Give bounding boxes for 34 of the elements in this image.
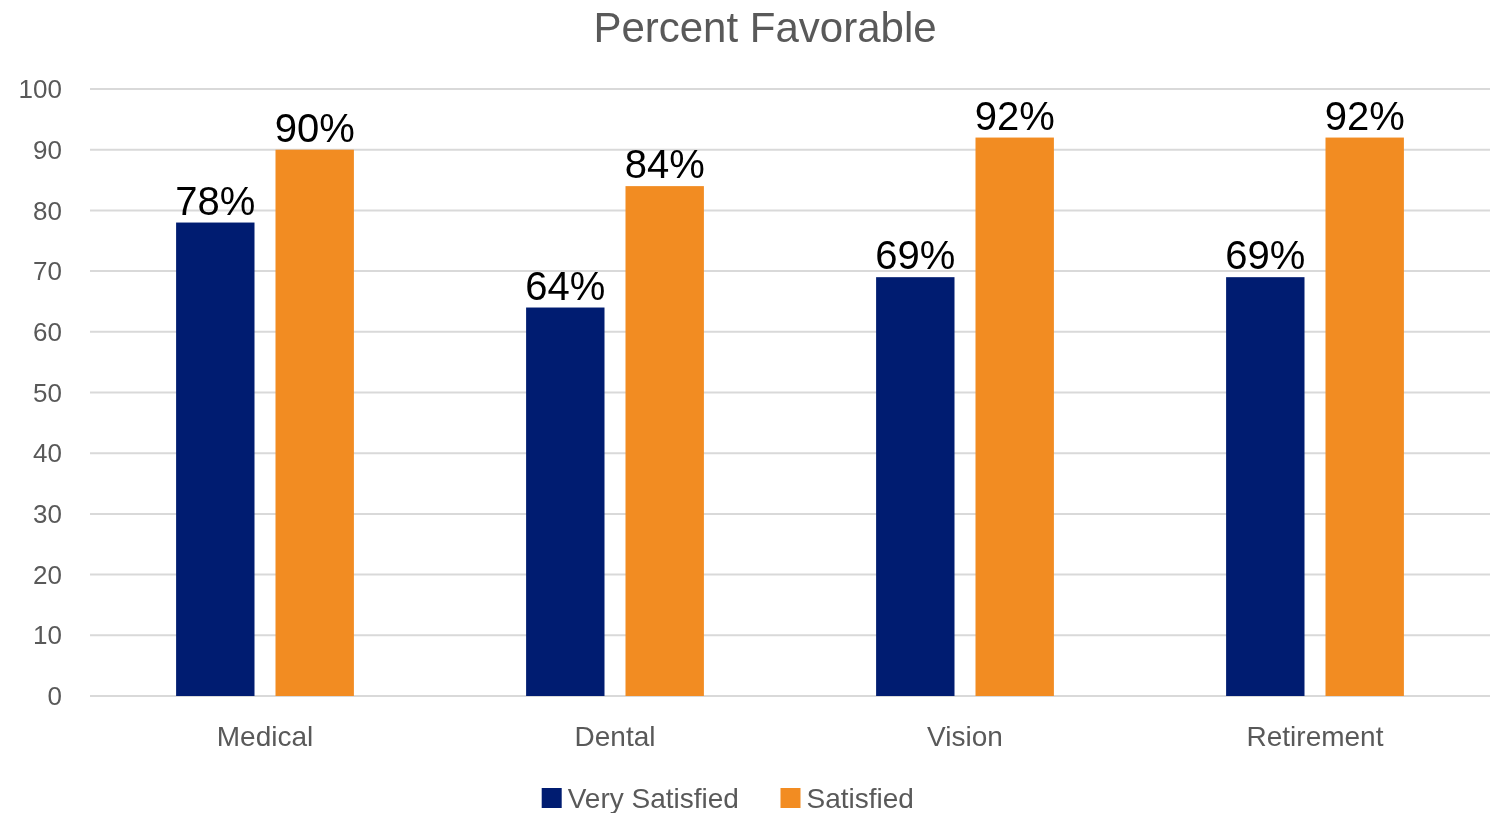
data-label: 92% — [1324, 93, 1405, 138]
y-tick-label: 80 — [33, 195, 62, 226]
x-tick-label: Dental — [574, 721, 656, 752]
x-tick-label: Retirement — [1246, 721, 1384, 752]
legend-label: Very Satisfied — [567, 783, 739, 813]
y-tick-label: 10 — [33, 620, 62, 651]
y-tick-label: 0 — [47, 681, 62, 712]
data-label: 69% — [1225, 233, 1306, 278]
y-tick-label: 50 — [33, 377, 62, 408]
x-tick-label: Vision — [927, 721, 1003, 752]
x-tick-label: Medical — [216, 721, 314, 752]
bar — [876, 277, 955, 696]
y-tick-label: 40 — [33, 438, 62, 469]
chart-title: Percent Favorable — [593, 4, 937, 51]
data-label: 92% — [974, 93, 1055, 138]
data-label: 78% — [175, 178, 256, 223]
data-label: 84% — [624, 142, 705, 187]
bar — [526, 307, 605, 696]
bar — [1226, 277, 1305, 696]
y-tick-label: 60 — [33, 316, 62, 347]
y-tick-label: 100 — [18, 74, 62, 105]
bar — [275, 149, 354, 696]
data-label: 69% — [875, 233, 956, 278]
y-tick-label: 70 — [33, 256, 62, 287]
data-label: 90% — [274, 105, 355, 150]
legend-label: Satisfied — [806, 783, 914, 813]
bar — [1325, 137, 1404, 696]
bar — [625, 186, 704, 696]
y-tick-label: 90 — [33, 134, 62, 165]
bar — [975, 137, 1054, 696]
bar — [176, 222, 255, 696]
y-tick-label: 30 — [33, 499, 62, 529]
data-label: 64% — [525, 263, 606, 308]
y-tick-label: 20 — [33, 559, 62, 590]
